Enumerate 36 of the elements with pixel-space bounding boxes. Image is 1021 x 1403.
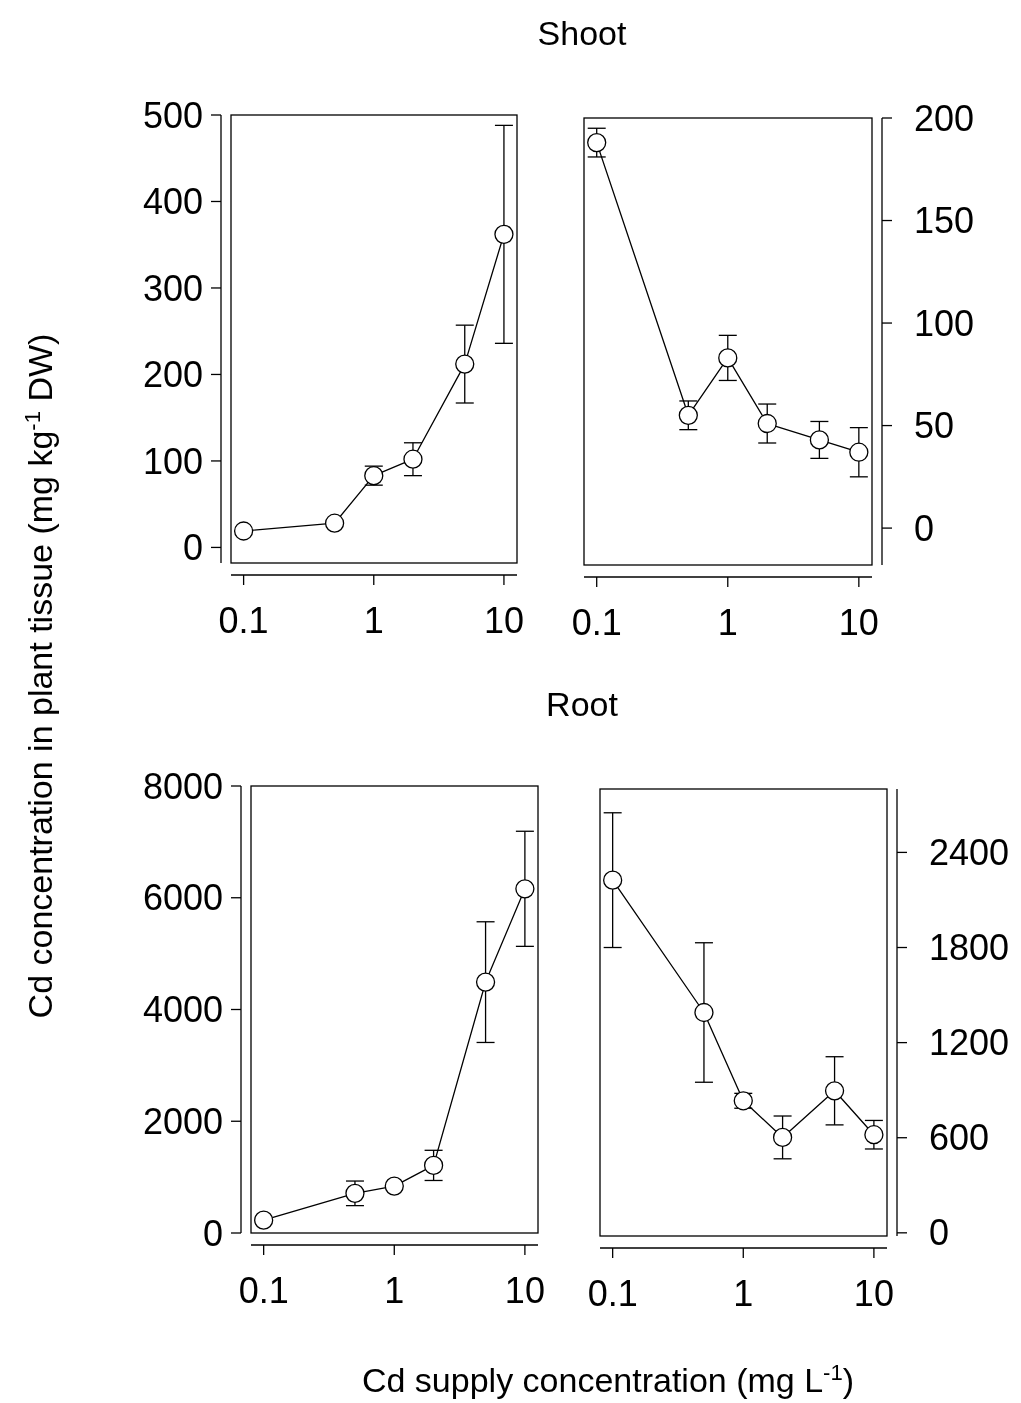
x-tick-label: 0.1	[587, 1273, 638, 1314]
y-tick-label: 300	[142, 267, 203, 309]
y-tick-label: 6000	[142, 877, 223, 919]
y-tick-label: 0	[182, 527, 203, 569]
x-tick-label: 10	[483, 600, 524, 641]
x-tick-label: 10	[504, 1270, 545, 1311]
y-tick-label: 0	[202, 1212, 223, 1254]
y-tick-label: 400	[142, 181, 203, 223]
y2-tick-label: 100	[914, 302, 975, 344]
x-tick-label: 1	[733, 1273, 754, 1314]
y2-tick-label: 150	[914, 200, 975, 242]
x-tick-label: 1	[384, 1270, 405, 1311]
x-tick-label: 10	[838, 602, 879, 643]
y-tick-label: 8000	[142, 765, 223, 807]
y-tick-label: 2000	[142, 1100, 223, 1142]
y2-tick-label: 1200	[929, 1022, 1010, 1064]
x-tick-label: 0.1	[238, 1270, 289, 1311]
chart-title: Root	[546, 685, 619, 723]
x-tick-label: 1	[717, 602, 738, 643]
x-tick-label: 0.1	[571, 602, 622, 643]
y2-tick-label: 600	[929, 1117, 990, 1159]
y-tick-label: 100	[142, 440, 203, 482]
y2-tick-label: 0	[929, 1212, 950, 1254]
y2-tick-label: 50	[914, 405, 955, 447]
x-tick-label: 0.1	[218, 600, 269, 641]
y-tick-label: 4000	[142, 989, 223, 1031]
x-axis-title: Cd supply concentration (mg L$^{-1}$)	[361, 1359, 855, 1399]
y2-tick-label: 1800	[929, 927, 1010, 969]
x-tick-label: 1	[363, 600, 384, 641]
x-tick-label: 10	[853, 1273, 894, 1314]
y2-tick-label: 2400	[929, 832, 1010, 873]
chart-title: Shoot	[537, 14, 627, 52]
y-tick-label: 500	[142, 94, 203, 136]
y2-tick-label: 0	[914, 507, 935, 549]
y2-tick-label: 200	[914, 97, 975, 139]
y-tick-label: 200	[142, 354, 203, 396]
